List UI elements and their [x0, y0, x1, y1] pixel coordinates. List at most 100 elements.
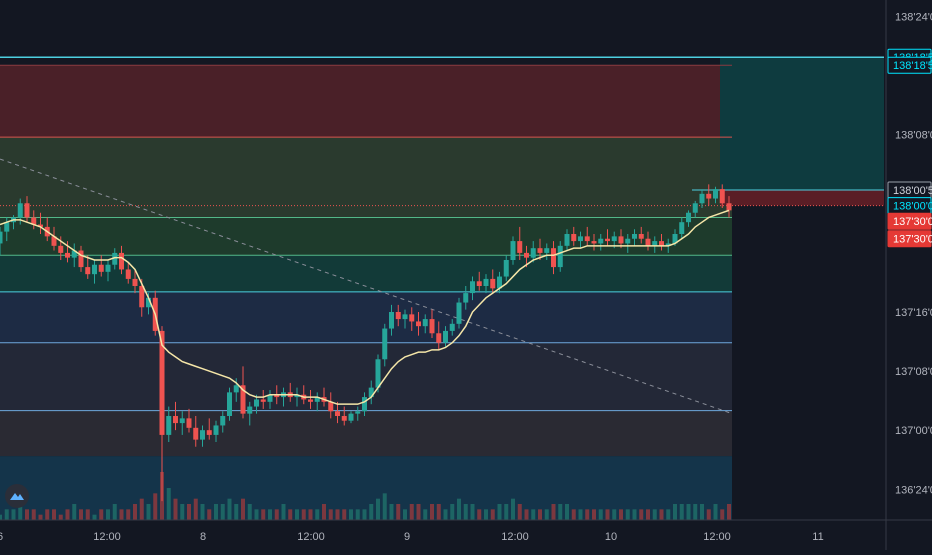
candle-body[interactable] — [402, 314, 408, 320]
candle-body[interactable] — [571, 234, 577, 242]
candle-body[interactable] — [368, 387, 374, 398]
candle-body[interactable] — [510, 241, 516, 260]
candle-body[interactable] — [254, 399, 259, 407]
price-badge[interactable] — [887, 230, 932, 248]
candle-body[interactable] — [591, 241, 597, 244]
candle-body[interactable] — [524, 252, 529, 258]
candle-body[interactable] — [719, 189, 725, 204]
candle-body[interactable] — [179, 418, 185, 424]
candle-body[interactable] — [314, 397, 320, 402]
candle-body[interactable] — [98, 264, 104, 272]
trend-line[interactable] — [0, 158, 733, 415]
candle-body[interactable] — [483, 278, 489, 286]
candle-body[interactable] — [672, 234, 678, 244]
candle-body[interactable] — [449, 323, 455, 331]
candle-body[interactable] — [78, 250, 84, 268]
price-badge[interactable] — [887, 56, 932, 74]
candle-body[interactable] — [119, 252, 124, 270]
candle-body[interactable] — [58, 245, 64, 253]
candle-body[interactable] — [503, 260, 509, 277]
candle-body[interactable] — [308, 399, 313, 402]
candle-body[interactable] — [341, 416, 347, 421]
candle-body[interactable] — [159, 330, 165, 435]
candle-body[interactable] — [362, 397, 367, 412]
candle-body[interactable] — [395, 312, 401, 320]
candle-body[interactable] — [382, 328, 388, 360]
candle-body[interactable] — [699, 193, 705, 204]
candle-body[interactable] — [598, 238, 604, 244]
candle-body[interactable] — [166, 416, 172, 435]
candle-body[interactable] — [206, 430, 212, 435]
candle-body[interactable] — [247, 406, 253, 414]
candle-body[interactable] — [544, 248, 550, 253]
candle-body[interactable] — [213, 425, 219, 435]
candle-body[interactable] — [530, 248, 536, 258]
candle-body[interactable] — [328, 401, 334, 412]
candle-body[interactable] — [618, 236, 624, 244]
candle-body[interactable] — [193, 427, 199, 440]
candle-body[interactable] — [476, 281, 482, 286]
candle-body[interactable] — [220, 416, 226, 426]
candle-body[interactable] — [713, 189, 718, 199]
candle-body[interactable] — [200, 430, 205, 440]
candle-body[interactable] — [557, 245, 563, 268]
candle-body[interactable] — [564, 234, 570, 246]
candle-body[interactable] — [605, 238, 610, 242]
price-badge[interactable] — [887, 212, 932, 230]
candle-body[interactable] — [443, 330, 448, 343]
candle-body[interactable] — [422, 319, 428, 327]
candle-body[interactable] — [436, 333, 442, 343]
candle-body[interactable] — [139, 286, 145, 308]
candle-body[interactable] — [416, 321, 421, 327]
candle-body[interactable] — [659, 241, 664, 246]
candle-body[interactable] — [17, 203, 23, 218]
candle-body[interactable] — [0, 231, 3, 244]
candle-body[interactable] — [65, 252, 70, 258]
candle-body[interactable] — [186, 418, 192, 428]
candle-body[interactable] — [584, 236, 590, 242]
candle-body[interactable] — [4, 222, 10, 232]
candle-body[interactable] — [335, 411, 340, 416]
candle-body[interactable] — [355, 411, 361, 414]
candle-body[interactable] — [645, 238, 651, 246]
candle-body[interactable] — [38, 224, 43, 227]
candle-body[interactable] — [267, 394, 273, 402]
candle-body[interactable] — [686, 212, 691, 223]
candle-body[interactable] — [31, 217, 37, 225]
candle-body[interactable] — [125, 269, 131, 279]
candle-body[interactable] — [706, 193, 712, 199]
candle-body[interactable] — [470, 281, 475, 294]
candle-body[interactable] — [71, 250, 77, 258]
candle-body[interactable] — [490, 278, 496, 289]
candle-body[interactable] — [463, 293, 469, 303]
candle-body[interactable] — [632, 234, 637, 239]
candle-body[interactable] — [375, 359, 381, 388]
candle-body[interactable] — [692, 203, 698, 213]
candle-body[interactable] — [456, 302, 462, 324]
candle-body[interactable] — [233, 385, 239, 393]
candle-body[interactable] — [665, 243, 671, 246]
candle-body[interactable] — [429, 319, 435, 334]
candle-body[interactable] — [85, 267, 91, 275]
candle-body[interactable] — [348, 413, 354, 421]
candle-body[interactable] — [497, 276, 502, 289]
candle-body[interactable] — [260, 399, 266, 402]
tradingview-logo-icon[interactable] — [5, 484, 29, 508]
candle-body[interactable] — [112, 252, 118, 265]
candle-body[interactable] — [24, 203, 30, 218]
candle-body[interactable] — [51, 236, 57, 246]
candle-body[interactable] — [274, 394, 280, 398]
candle-body[interactable] — [227, 392, 232, 416]
candle-body[interactable] — [240, 385, 246, 414]
candle-body[interactable] — [537, 248, 543, 253]
candle-body[interactable] — [578, 236, 583, 242]
candle-body[interactable] — [92, 264, 97, 275]
candle-body[interactable] — [173, 416, 178, 424]
candle-body[interactable] — [409, 314, 415, 322]
candle-body[interactable] — [132, 278, 138, 286]
candle-body[interactable] — [625, 238, 631, 244]
candle-body[interactable] — [652, 241, 658, 246]
candle-body[interactable] — [105, 264, 111, 272]
candle-body[interactable] — [679, 222, 685, 234]
